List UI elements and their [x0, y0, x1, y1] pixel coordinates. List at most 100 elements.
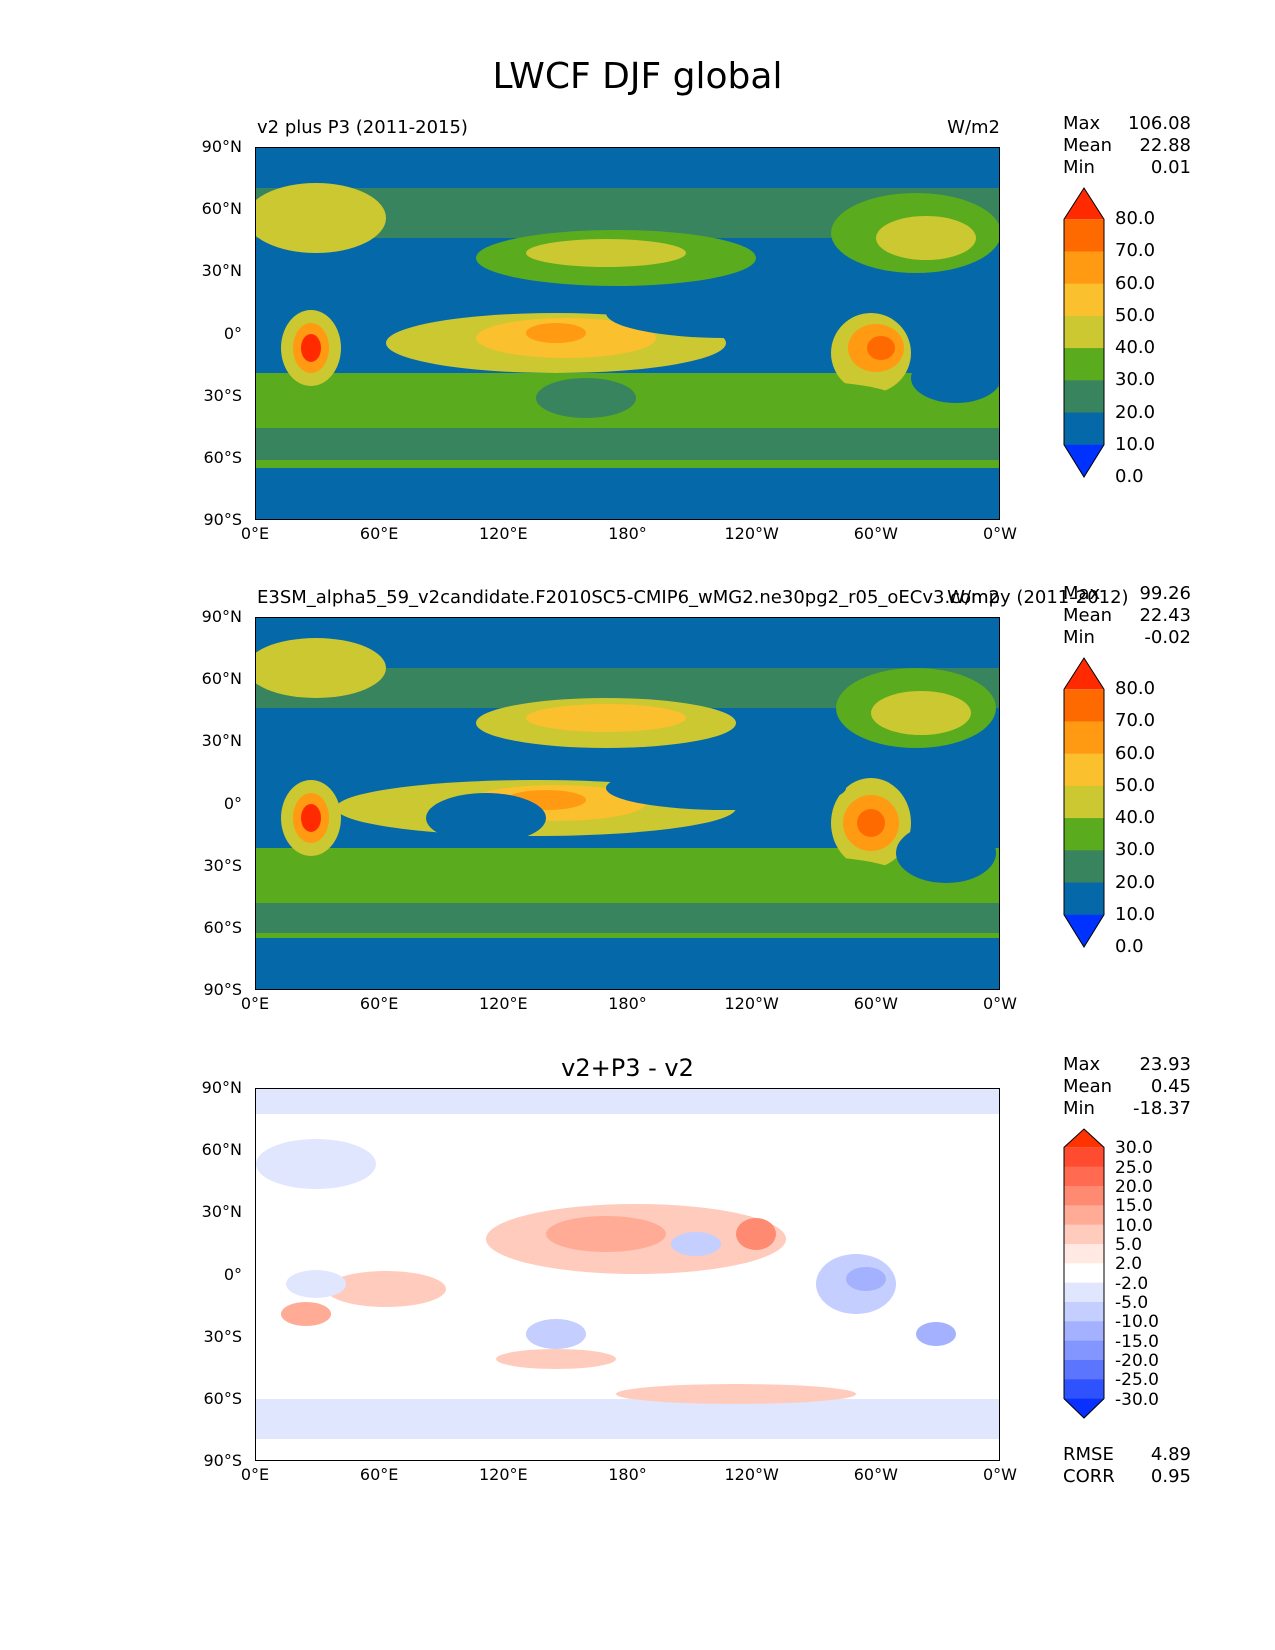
x-tick-label: 120°W — [724, 1465, 779, 1484]
extra-stats-box: RMSE 4.89 CORR 0.95 — [1063, 1444, 1191, 1487]
colorbar-level-label: 25.0 — [1115, 1157, 1153, 1178]
y-tick-label: 0° — [223, 1264, 242, 1284]
x-tick-label: 120°E — [479, 994, 528, 1013]
colorbar-level-label: -30.0 — [1115, 1389, 1159, 1410]
figure-title: LWCF DJF global — [492, 56, 783, 97]
colorbar-segment — [1064, 1244, 1104, 1264]
colorbar-segment — [1064, 1302, 1104, 1322]
colorbar-segment — [1064, 914, 1104, 947]
colorbar-segment — [1064, 785, 1104, 819]
colorbar-segment — [1064, 283, 1104, 317]
x-tick-label: 120°W — [724, 524, 779, 543]
y-tick-label: 90°N — [201, 607, 242, 626]
y-tick-label: 60°S — [203, 917, 242, 937]
colorbar-segment — [1064, 348, 1104, 381]
colorbar-level-label: 20.0 — [1115, 401, 1156, 423]
colorbar — [1063, 1128, 1105, 1419]
colorbar-level-label: -5.0 — [1115, 1293, 1149, 1313]
x-tick-label: 0°E — [240, 524, 270, 543]
colorbar-segment — [1064, 315, 1104, 349]
colorbar-level-label: 40.0 — [1115, 337, 1156, 359]
colorbar-level-label: 70.0 — [1115, 240, 1156, 262]
y-tick-label: 90°S — [203, 1451, 242, 1470]
colorbar-segment — [1064, 1263, 1104, 1284]
colorbar-level-label: -20.0 — [1115, 1351, 1159, 1371]
colorbar-segment — [1064, 850, 1104, 884]
y-tick-label: 90°S — [203, 980, 242, 999]
x-tick-label: 120°E — [479, 524, 528, 543]
colorbar-segment — [1064, 251, 1104, 285]
x-tick-label: 60°W — [853, 524, 898, 543]
map-difference — [255, 1088, 1000, 1461]
colorbar-segment — [1064, 1321, 1104, 1342]
panel-title-center: v2+P3 - v2 — [561, 1054, 694, 1082]
colorbar-segment — [1064, 882, 1104, 916]
stats-box: Max 106.08 Mean 22.88 Min 0.01 — [1063, 113, 1191, 178]
x-tick-label: 0°W — [983, 524, 1017, 543]
y-tick-label: 0° — [223, 793, 242, 813]
y-tick-label: 60°S — [203, 447, 242, 467]
colorbar-segment — [1064, 380, 1104, 414]
colorbar-level-label: 20.0 — [1115, 871, 1156, 893]
colorbar-level-label: -2.0 — [1115, 1273, 1149, 1294]
panel-units: W/m2 — [947, 587, 1000, 608]
x-tick-label: 0°E — [240, 1465, 270, 1484]
colorbar-level-label: 60.0 — [1115, 272, 1156, 294]
x-tick-label: 60°W — [853, 1465, 898, 1484]
x-tick-label: 180° — [608, 1465, 647, 1484]
colorbar-level-label: 2.0 — [1115, 1254, 1143, 1275]
colorbar-level-label: 50.0 — [1115, 304, 1156, 326]
y-tick-label: 60°N — [201, 199, 242, 219]
colorbar-segment — [1064, 1129, 1104, 1148]
colorbar-level-label: 10.0 — [1115, 1215, 1153, 1236]
stat-min: -18.37 — [1132, 1098, 1191, 1119]
colorbar-segment — [1064, 1360, 1104, 1380]
colorbar-segment — [1064, 753, 1104, 787]
x-tick-label: 120°W — [724, 994, 779, 1013]
map-model — [255, 147, 1000, 520]
panel-units: W/m2 — [947, 117, 1000, 138]
y-tick-label: 30°S — [203, 385, 242, 405]
x-tick-label: 60°E — [359, 1465, 399, 1484]
x-tick-label: 0°E — [240, 994, 270, 1013]
y-tick-label: 0° — [223, 323, 242, 343]
y-tick-label: 30°N — [201, 731, 242, 751]
y-tick-label: 60°N — [201, 1140, 242, 1160]
stat-mean: 22.88 — [1139, 135, 1191, 156]
colorbar-segment — [1064, 658, 1104, 690]
stats-box: Max 23.93 Mean 0.45 Min -18.37 — [1063, 1054, 1191, 1119]
y-tick-label: 30°N — [201, 261, 242, 281]
panel-title-left: v2 plus P3 (2011-2015) — [257, 117, 468, 138]
y-tick-label: 90°S — [203, 510, 242, 529]
panel-title-left: E3SM_alpha5_59_v2candidate.F2010SC5-CMIP… — [257, 587, 1129, 608]
y-tick-label: 60°N — [201, 669, 242, 689]
colorbar-segment — [1064, 689, 1104, 722]
colorbar-level-label: 30.0 — [1115, 369, 1156, 391]
x-tick-label: 60°W — [853, 994, 898, 1013]
colorbar-level-label: 60.0 — [1115, 742, 1156, 764]
colorbar-level-label: -15.0 — [1115, 1331, 1159, 1352]
colorbar-segment — [1064, 1398, 1104, 1418]
colorbar-level-label: 30.0 — [1115, 1138, 1153, 1159]
x-tick-label: 0°W — [983, 1465, 1017, 1484]
colorbar-segment — [1064, 1186, 1104, 1206]
stat-max: 99.26 — [1139, 583, 1191, 604]
colorbar-level-label: 80.0 — [1115, 208, 1156, 230]
colorbar-segment — [1064, 818, 1104, 851]
colorbar-level-label: 20.0 — [1115, 1177, 1153, 1197]
colorbar-level-label: 10.0 — [1115, 903, 1156, 925]
stat-min: 0.01 — [1150, 157, 1191, 178]
colorbar-segment — [1064, 1379, 1104, 1400]
y-tick-label: 30°S — [203, 1326, 242, 1346]
stat-mean: 22.43 — [1139, 605, 1191, 626]
x-tick-label: 0°W — [983, 994, 1017, 1013]
colorbar-segment — [1064, 444, 1104, 477]
x-tick-label: 120°E — [479, 1465, 528, 1484]
stat-max: 106.08 — [1128, 113, 1191, 134]
colorbar-level-label: 0.0 — [1115, 466, 1144, 487]
colorbar-segment — [1064, 412, 1104, 446]
colorbar — [1063, 187, 1105, 478]
colorbar-segment — [1064, 188, 1104, 220]
colorbar-level-label: 70.0 — [1115, 710, 1156, 732]
colorbar-segment — [1064, 1205, 1104, 1226]
